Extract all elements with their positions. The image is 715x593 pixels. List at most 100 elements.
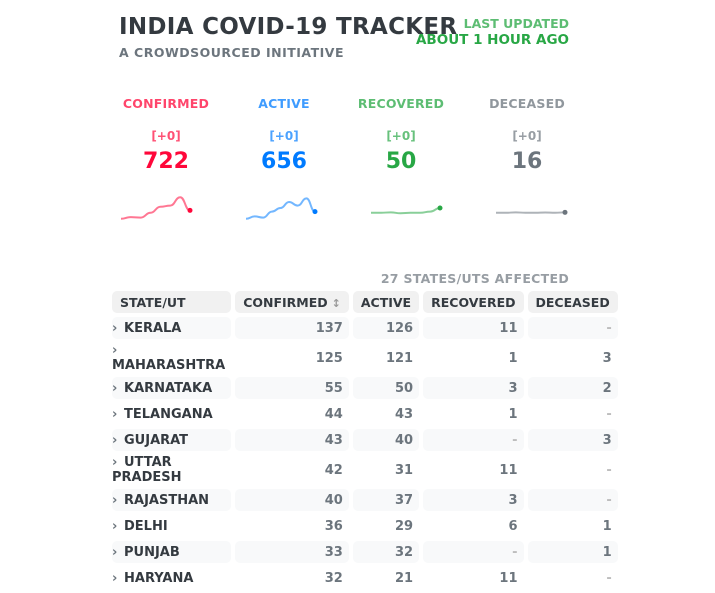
cell-recovered: 3: [423, 377, 523, 399]
cell-active: 43: [353, 403, 419, 425]
cell-deceased: 1: [528, 541, 618, 563]
state-name: MAHARASHTRA: [112, 358, 225, 373]
last-updated-value: ABOUT 1 HOUR AGO: [416, 32, 569, 48]
cell-confirmed: 42: [235, 455, 349, 485]
sparkline-path: [121, 197, 190, 219]
cell-state[interactable]: ›KARNATAKA: [112, 377, 231, 399]
stat-count: 50: [346, 149, 456, 174]
chevron-right-icon[interactable]: ›: [112, 381, 124, 396]
cell-active: 31: [353, 455, 419, 485]
state-name: PUNJAB: [124, 545, 180, 560]
cell-state[interactable]: ›MAHARASHTRA: [112, 343, 231, 373]
sparkline-endpoint: [313, 209, 318, 214]
cell-state[interactable]: ›RAJASTHAN: [112, 489, 231, 511]
cell-confirmed: 32: [235, 567, 349, 589]
cell-recovered: 11: [423, 317, 523, 339]
sparkline-path: [371, 208, 440, 213]
chevron-right-icon[interactable]: ›: [112, 571, 124, 586]
cell-recovered: -: [423, 429, 523, 451]
page-subtitle: A CROWDSOURCED INITIATIVE: [119, 45, 344, 60]
cell-state[interactable]: ›PUNJAB: [112, 541, 231, 563]
chevron-right-icon[interactable]: ›: [112, 519, 124, 534]
cell-recovered: 6: [423, 515, 523, 537]
stat-delta: [+0]: [346, 129, 456, 143]
stat-delta: [+0]: [229, 129, 339, 143]
cell-confirmed: 44: [235, 403, 349, 425]
cell-state[interactable]: ›DELHI: [112, 515, 231, 537]
state-name: GUJARAT: [124, 433, 188, 448]
stat-delta: [+0]: [472, 129, 582, 143]
chevron-right-icon[interactable]: ›: [112, 433, 124, 448]
cell-recovered: 1: [423, 403, 523, 425]
cell-deceased: 3: [528, 343, 618, 373]
stat-label: DECEASED: [472, 96, 582, 111]
stat-count: 16: [472, 149, 582, 174]
cell-confirmed: 33: [235, 541, 349, 563]
stat-label: CONFIRMED: [111, 96, 221, 111]
page-title: INDIA COVID-19 TRACKER: [119, 14, 457, 40]
last-updated-label: LAST UPDATED: [416, 16, 569, 31]
cell-deceased: 1: [528, 515, 618, 537]
header-active[interactable]: ACTIVE: [353, 291, 419, 313]
cell-recovered: 3: [423, 489, 523, 511]
stat-deceased: DECEASED [+0] 16: [472, 96, 582, 174]
header-state[interactable]: STATE/UT: [112, 291, 231, 313]
cell-state[interactable]: ›TELANGANA: [112, 403, 231, 425]
cell-confirmed: 40: [235, 489, 349, 511]
chevron-right-icon[interactable]: ›: [112, 343, 124, 358]
cell-active: 121: [353, 343, 419, 373]
chevron-right-icon[interactable]: ›: [112, 321, 124, 336]
stat-label: RECOVERED: [346, 96, 456, 111]
cell-active: 40: [353, 429, 419, 451]
cell-active: 29: [353, 515, 419, 537]
header-recovered[interactable]: RECOVERED: [423, 291, 523, 313]
cell-state[interactable]: ›UTTAR PRADESH: [112, 455, 231, 485]
cell-deceased: -: [528, 317, 618, 339]
cell-state[interactable]: ›HARYANA: [112, 567, 231, 589]
state-name: KERALA: [124, 321, 181, 336]
cell-deceased: -: [528, 403, 618, 425]
stat-label: ACTIVE: [229, 96, 339, 111]
cell-active: 37: [353, 489, 419, 511]
affected-count: 27 STATES/UTS AFFECTED: [381, 271, 569, 286]
cell-state[interactable]: ›KERALA: [112, 317, 231, 339]
sparkline-endpoint: [563, 210, 568, 215]
chevron-right-icon[interactable]: ›: [112, 407, 124, 422]
cell-deceased: 2: [528, 377, 618, 399]
stat-recovered: RECOVERED [+0] 50: [346, 96, 456, 174]
chevron-right-icon[interactable]: ›: [112, 493, 124, 508]
cell-confirmed: 137: [235, 317, 349, 339]
chevron-right-icon[interactable]: ›: [112, 545, 124, 560]
last-updated: LAST UPDATED ABOUT 1 HOUR AGO: [416, 16, 569, 48]
cell-deceased: -: [528, 455, 618, 485]
header-deceased[interactable]: DECEASED: [528, 291, 618, 313]
header-confirmed[interactable]: CONFIRMED↕: [235, 291, 349, 313]
cell-state[interactable]: ›GUJARAT: [112, 429, 231, 451]
sparkline-path: [246, 198, 315, 218]
stat-delta: [+0]: [111, 129, 221, 143]
stat-active: ACTIVE [+0] 656: [229, 96, 339, 174]
state-name: RAJASTHAN: [124, 493, 209, 508]
cell-confirmed: 43: [235, 429, 349, 451]
cell-recovered: 1: [423, 343, 523, 373]
stat-count: 722: [111, 149, 221, 174]
cell-recovered: 11: [423, 455, 523, 485]
chevron-right-icon[interactable]: ›: [112, 455, 124, 470]
sparkline-endpoint: [188, 208, 193, 213]
stat-confirmed: CONFIRMED [+0] 722: [111, 96, 221, 174]
cell-recovered: -: [423, 541, 523, 563]
states-table: STATE/UT CONFIRMED↕ ACTIVE RECOVERED DEC…: [108, 287, 622, 593]
sparkline-endpoint: [438, 206, 443, 211]
cell-active: 126: [353, 317, 419, 339]
cell-confirmed: 125: [235, 343, 349, 373]
